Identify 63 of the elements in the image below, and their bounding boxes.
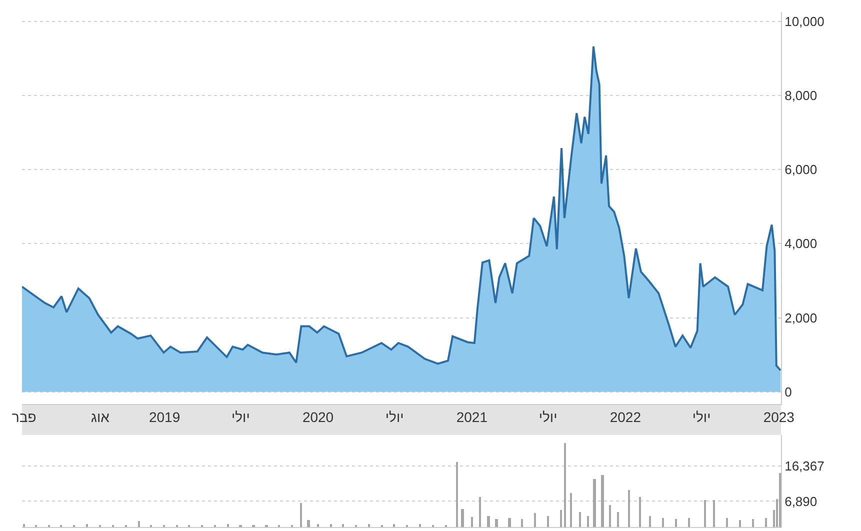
y-tick-label: 2,000	[784, 310, 818, 326]
bar	[456, 462, 458, 527]
bar	[368, 524, 370, 527]
bar	[342, 524, 344, 527]
bar	[138, 521, 140, 527]
x-tick-label: פבר	[12, 408, 36, 425]
bar	[601, 475, 604, 527]
bar	[617, 512, 619, 527]
bar	[662, 518, 664, 527]
bar	[564, 443, 566, 527]
bar	[495, 519, 498, 527]
x-tick-label: 2019	[148, 408, 180, 425]
bar	[508, 518, 511, 527]
bar	[547, 516, 549, 527]
y-tick-label: 16,367	[784, 458, 824, 474]
y-tick-label: 8,000	[784, 88, 818, 103]
bar	[752, 519, 754, 527]
bar	[471, 517, 473, 527]
x-tick-label: 2023	[763, 408, 795, 425]
x-tick-label: יולי	[692, 408, 711, 425]
bar	[688, 518, 690, 527]
x-tick-label: 2022	[610, 408, 642, 425]
bar	[587, 516, 589, 527]
bar	[570, 493, 572, 527]
bar	[739, 520, 741, 527]
y-tick-label: 6,890	[784, 494, 818, 509]
bar	[765, 518, 767, 527]
bar	[300, 503, 302, 527]
bar	[317, 524, 319, 527]
y-tick-label: 6,000	[784, 162, 818, 178]
bar	[86, 524, 88, 527]
bar	[649, 516, 651, 527]
bar	[579, 512, 581, 527]
bar	[461, 509, 464, 527]
bar	[593, 479, 596, 527]
bar	[330, 524, 332, 527]
x-tick-label: יולי	[231, 408, 250, 425]
x-tick-label: יולי	[385, 408, 404, 425]
bar	[704, 500, 706, 527]
bar	[227, 524, 229, 527]
bar	[726, 518, 728, 527]
x-tick-label: 2021	[456, 408, 488, 425]
x-tick-label: אוג	[91, 408, 110, 425]
x-tick-label: 2020	[302, 408, 334, 425]
bar	[779, 473, 781, 527]
bar	[560, 510, 562, 527]
bar	[419, 524, 421, 527]
bar	[521, 519, 523, 527]
bar	[713, 500, 715, 527]
bar	[393, 524, 395, 527]
bar	[609, 505, 611, 527]
bar	[487, 516, 490, 527]
bar	[639, 497, 641, 527]
y-tick-label: 4,000	[784, 236, 818, 252]
bar	[479, 497, 481, 527]
bar	[675, 519, 677, 527]
bar	[534, 513, 536, 527]
bar	[628, 490, 630, 527]
x-tick-label: יולי	[538, 408, 558, 425]
y-tick-label: 10,000	[784, 14, 824, 29]
bar	[307, 520, 310, 527]
bar	[23, 524, 25, 527]
y-tick-label: 0	[784, 384, 792, 400]
